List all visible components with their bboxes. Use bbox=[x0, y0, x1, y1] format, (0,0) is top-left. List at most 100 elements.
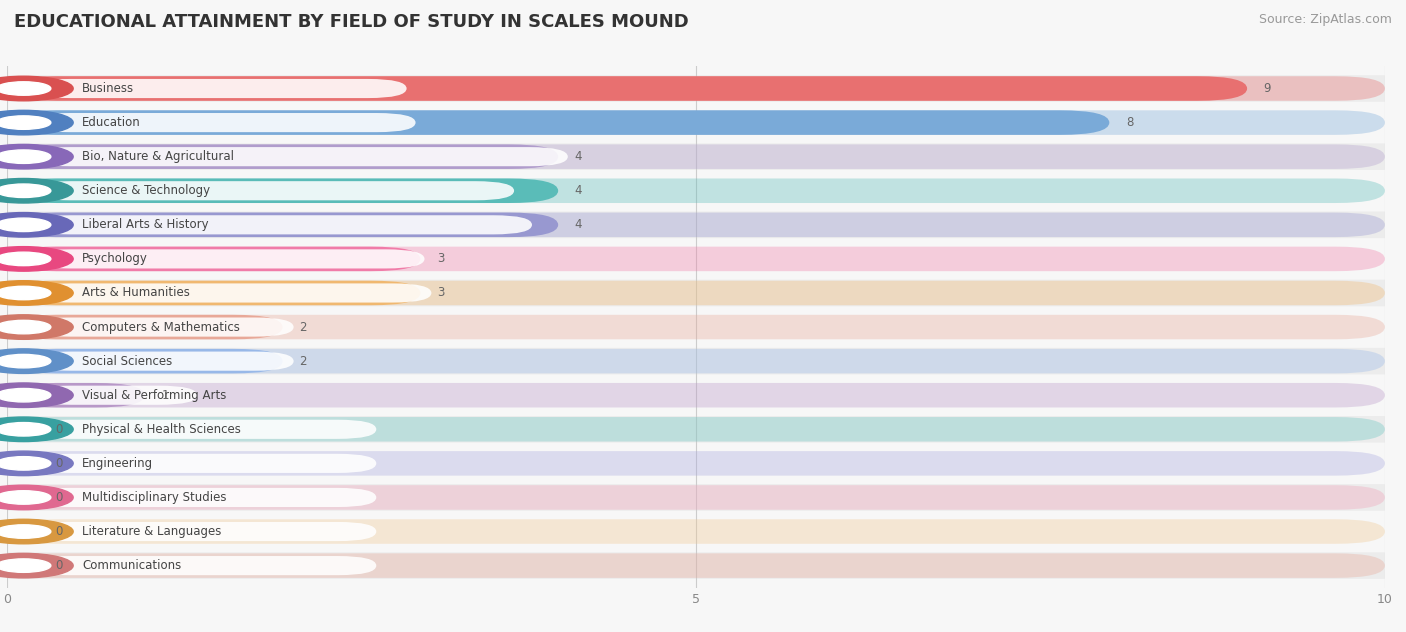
Circle shape bbox=[0, 451, 73, 476]
Circle shape bbox=[0, 315, 73, 339]
Text: 3: 3 bbox=[437, 252, 444, 265]
FancyBboxPatch shape bbox=[7, 109, 1385, 136]
Text: Engineering: Engineering bbox=[82, 457, 153, 470]
FancyBboxPatch shape bbox=[32, 351, 294, 371]
Text: 3: 3 bbox=[437, 286, 444, 300]
FancyBboxPatch shape bbox=[7, 212, 1385, 237]
Text: Multidisciplinary Studies: Multidisciplinary Studies bbox=[82, 491, 226, 504]
Circle shape bbox=[0, 212, 73, 237]
FancyBboxPatch shape bbox=[7, 520, 1385, 544]
Circle shape bbox=[0, 111, 73, 135]
Circle shape bbox=[0, 116, 51, 130]
Circle shape bbox=[0, 144, 73, 169]
FancyBboxPatch shape bbox=[32, 556, 377, 575]
FancyBboxPatch shape bbox=[32, 216, 531, 234]
FancyBboxPatch shape bbox=[7, 554, 1385, 578]
Text: EDUCATIONAL ATTAINMENT BY FIELD OF STUDY IN SCALES MOUND: EDUCATIONAL ATTAINMENT BY FIELD OF STUDY… bbox=[14, 13, 689, 30]
Text: 0: 0 bbox=[55, 423, 63, 436]
FancyBboxPatch shape bbox=[7, 178, 558, 203]
Circle shape bbox=[0, 554, 73, 578]
FancyBboxPatch shape bbox=[32, 420, 377, 439]
Circle shape bbox=[0, 389, 51, 402]
FancyBboxPatch shape bbox=[32, 250, 425, 269]
Circle shape bbox=[0, 281, 73, 305]
FancyBboxPatch shape bbox=[7, 315, 283, 339]
FancyBboxPatch shape bbox=[7, 416, 1385, 442]
Text: Visual & Performing Arts: Visual & Performing Arts bbox=[82, 389, 226, 402]
FancyBboxPatch shape bbox=[7, 76, 1247, 100]
FancyBboxPatch shape bbox=[7, 382, 1385, 408]
FancyBboxPatch shape bbox=[32, 113, 416, 132]
Text: Arts & Humanities: Arts & Humanities bbox=[82, 286, 190, 300]
Circle shape bbox=[0, 457, 51, 470]
Text: 4: 4 bbox=[575, 150, 582, 163]
FancyBboxPatch shape bbox=[7, 281, 420, 305]
Circle shape bbox=[0, 150, 51, 164]
Text: 0: 0 bbox=[55, 457, 63, 470]
Circle shape bbox=[0, 76, 73, 100]
FancyBboxPatch shape bbox=[7, 451, 1385, 476]
FancyBboxPatch shape bbox=[32, 386, 197, 404]
FancyBboxPatch shape bbox=[7, 552, 1385, 579]
FancyBboxPatch shape bbox=[32, 488, 377, 507]
FancyBboxPatch shape bbox=[7, 349, 1385, 374]
FancyBboxPatch shape bbox=[7, 315, 1385, 339]
Circle shape bbox=[0, 417, 73, 442]
FancyBboxPatch shape bbox=[7, 144, 1385, 169]
Text: Communications: Communications bbox=[82, 559, 181, 572]
FancyBboxPatch shape bbox=[7, 75, 1385, 102]
Text: Physical & Health Sciences: Physical & Health Sciences bbox=[82, 423, 240, 436]
FancyBboxPatch shape bbox=[7, 76, 1385, 100]
FancyBboxPatch shape bbox=[7, 246, 1385, 272]
Circle shape bbox=[0, 525, 51, 538]
Text: 9: 9 bbox=[1264, 82, 1271, 95]
Circle shape bbox=[0, 320, 51, 334]
Circle shape bbox=[0, 252, 51, 265]
Text: Source: ZipAtlas.com: Source: ZipAtlas.com bbox=[1258, 13, 1392, 26]
Text: Literature & Languages: Literature & Languages bbox=[82, 525, 222, 538]
Text: 8: 8 bbox=[1126, 116, 1133, 129]
Circle shape bbox=[0, 178, 73, 203]
Circle shape bbox=[0, 349, 73, 374]
Text: 4: 4 bbox=[575, 185, 582, 197]
FancyBboxPatch shape bbox=[7, 111, 1109, 135]
FancyBboxPatch shape bbox=[32, 454, 377, 473]
Circle shape bbox=[0, 520, 73, 544]
Circle shape bbox=[0, 383, 73, 408]
FancyBboxPatch shape bbox=[32, 181, 515, 200]
FancyBboxPatch shape bbox=[7, 246, 420, 271]
Text: 4: 4 bbox=[575, 218, 582, 231]
FancyBboxPatch shape bbox=[7, 383, 1385, 408]
FancyBboxPatch shape bbox=[7, 178, 1385, 203]
Text: Psychology: Psychology bbox=[82, 252, 148, 265]
FancyBboxPatch shape bbox=[7, 518, 1385, 545]
FancyBboxPatch shape bbox=[7, 417, 1385, 442]
Text: Science & Technology: Science & Technology bbox=[82, 185, 211, 197]
Text: 2: 2 bbox=[299, 355, 307, 368]
Circle shape bbox=[0, 485, 73, 510]
FancyBboxPatch shape bbox=[7, 450, 1385, 477]
FancyBboxPatch shape bbox=[7, 313, 1385, 341]
Text: 0: 0 bbox=[55, 491, 63, 504]
FancyBboxPatch shape bbox=[7, 281, 1385, 305]
Text: Computers & Mathematics: Computers & Mathematics bbox=[82, 320, 240, 334]
Circle shape bbox=[0, 355, 51, 368]
Text: 1: 1 bbox=[162, 389, 169, 402]
Text: Liberal Arts & History: Liberal Arts & History bbox=[82, 218, 208, 231]
FancyBboxPatch shape bbox=[7, 143, 1385, 170]
FancyBboxPatch shape bbox=[32, 283, 432, 303]
FancyBboxPatch shape bbox=[7, 383, 145, 408]
Text: 0: 0 bbox=[55, 525, 63, 538]
Circle shape bbox=[0, 246, 73, 271]
FancyBboxPatch shape bbox=[7, 246, 1385, 271]
Text: 0: 0 bbox=[55, 559, 63, 572]
Circle shape bbox=[0, 218, 51, 231]
FancyBboxPatch shape bbox=[7, 111, 1385, 135]
Circle shape bbox=[0, 286, 51, 300]
Circle shape bbox=[0, 184, 51, 197]
FancyBboxPatch shape bbox=[7, 144, 558, 169]
FancyBboxPatch shape bbox=[32, 79, 406, 98]
FancyBboxPatch shape bbox=[7, 280, 1385, 307]
Text: Education: Education bbox=[82, 116, 141, 129]
FancyBboxPatch shape bbox=[7, 212, 1385, 238]
